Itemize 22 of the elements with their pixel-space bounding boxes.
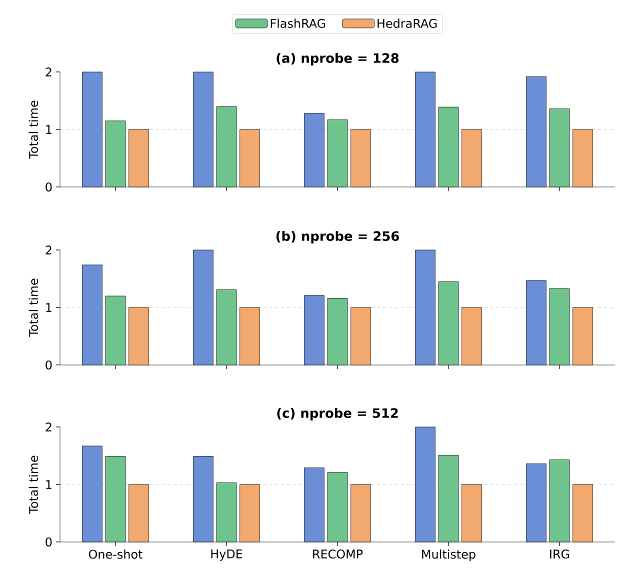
legend-label: HedraRAG	[378, 18, 437, 28]
y-tick-label: 0	[46, 360, 52, 370]
y-tick-label: 2	[46, 246, 52, 254]
chart-title: (b) nprobe = 256	[276, 230, 399, 244]
y-tick-label: 1	[46, 480, 52, 489]
y-axis-title: Total time	[28, 278, 38, 337]
chart-title: (c) nprobe = 512	[277, 408, 398, 420]
y-tick-label: 0	[46, 537, 52, 547]
legend-label: FlashRAG	[270, 18, 326, 28]
y-tick-label: 1	[46, 125, 52, 134]
y-tick-label: 2	[46, 68, 52, 76]
y-tick-label: 1	[46, 303, 52, 312]
y-axis-title: Total time	[28, 100, 38, 159]
x-tick-label: One-shot	[88, 550, 142, 559]
y-axis-title: Total time	[28, 456, 38, 514]
y-tick-label: 2	[46, 422, 52, 432]
x-tick-label: Multistep	[422, 550, 476, 562]
x-tick-label: HyDE	[211, 550, 242, 561]
chart-title: (a) nprobe = 128	[276, 52, 399, 66]
x-tick-label: IRG	[550, 550, 570, 559]
x-tick-label: RECOMP	[313, 550, 363, 559]
y-tick-label: 0	[46, 182, 52, 192]
